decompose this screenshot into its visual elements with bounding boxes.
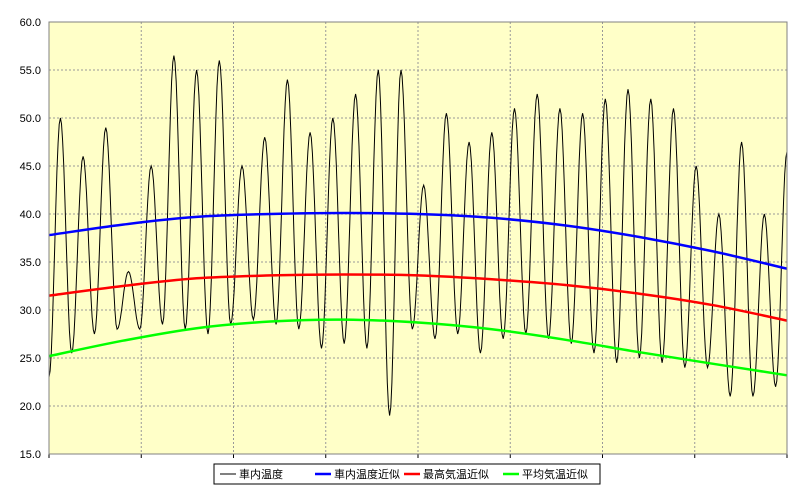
- y-tick-label: 45.0: [20, 161, 41, 173]
- y-tick-label: 30.0: [20, 305, 41, 317]
- plot-frame: [48, 21, 788, 455]
- y-axis-tick-labels: 15.0 20.0 25.0 30.0 35.0 40.0 45.0 50.0 55.0 60.0: [20, 17, 788, 461]
- legend-label: 車内温度: [239, 467, 283, 481]
- series-interior-approx: [48, 211, 788, 270]
- y-tick-label: 55.0: [20, 65, 41, 77]
- series-car-interior-temp: [48, 55, 788, 416]
- series-layer: [48, 55, 788, 416]
- y-tick-label: 60.0: [20, 17, 41, 29]
- y-tick-label: 20.0: [20, 401, 41, 413]
- legend-label: 最高気温近似: [423, 467, 489, 481]
- legend-label: 車内温度近似: [334, 467, 400, 481]
- legend-label: 平均気温近似: [522, 467, 588, 481]
- series-avg-temp-approx: [48, 318, 788, 377]
- y-tick-label: 35.0: [20, 257, 41, 269]
- series-max-temp-approx: [48, 273, 788, 322]
- y-tick-label: 40.0: [20, 209, 41, 221]
- y-tick-label: 15.0: [20, 449, 41, 461]
- legend: 車内温度 車内温度近似 最高気温近似 平均気温近似: [213, 463, 601, 485]
- y-tick-label: 25.0: [20, 353, 41, 365]
- y-tick-label: 50.0: [20, 113, 41, 125]
